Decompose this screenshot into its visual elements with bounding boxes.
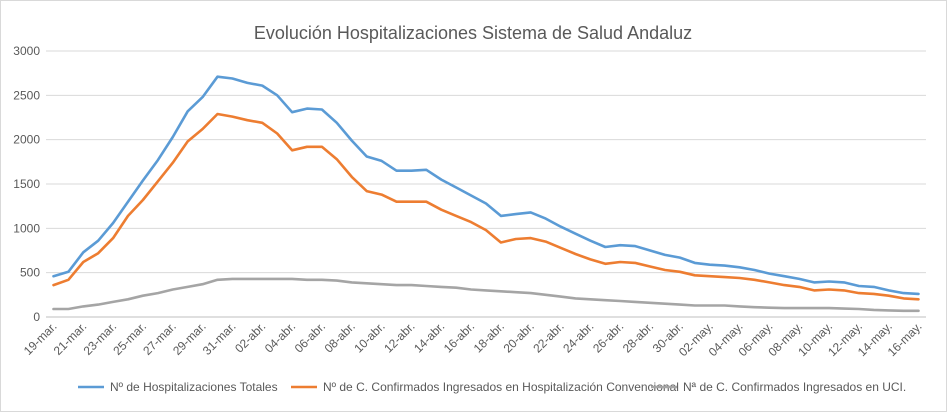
y-tick-label: 500 (20, 266, 40, 280)
legend-label-1: Nº de Hospitalizaciones Totales (110, 380, 278, 394)
series-line-1 (52, 75, 920, 296)
x-tick-label: 31-mar. (200, 319, 239, 358)
x-tick-label: 26-abr. (590, 319, 626, 355)
x-tick-label: 18-abr. (471, 319, 507, 355)
x-tick-label: 14-abr. (411, 319, 447, 355)
x-tick-label: 06-abr. (292, 319, 328, 355)
chart-title: Evolución Hospitalizaciones Sistema de S… (254, 23, 692, 43)
y-tick-label: 3000 (13, 44, 40, 58)
series-line-3 (52, 277, 920, 313)
x-tick-label: 08-abr. (322, 319, 358, 355)
x-tick-label: 02-abr. (232, 319, 268, 355)
series-line-2 (52, 112, 920, 301)
x-axis-ticks: 19-mar.21-mar.23-mar.25-mar.27-mar.29-ma… (21, 319, 925, 359)
x-tick-label: 16-abr. (441, 319, 477, 355)
x-tick-label: 22-abr. (530, 319, 566, 355)
legend: Nº de Hospitalizaciones Totales Nº de C. … (78, 380, 906, 394)
x-tick-label: 28-abr. (620, 319, 656, 355)
x-tick-label: 20-abr. (501, 319, 537, 355)
y-tick-label: 1000 (13, 221, 40, 235)
legend-label-3: Nª de C. Confirmados Ingresados en UCI. (683, 380, 906, 394)
gridlines (46, 50, 926, 318)
x-tick-label: 12-abr. (381, 319, 417, 355)
y-tick-label: 0 (33, 310, 40, 324)
x-tick-label: 10-abr. (351, 319, 387, 355)
x-tick-label: 24-abr. (560, 319, 596, 355)
y-axis-ticks: 0 500 1000 1500 2000 2500 3000 (13, 44, 40, 324)
y-tick-label: 2500 (13, 88, 40, 102)
y-tick-label: 1500 (13, 177, 40, 191)
legend-label-2: Nº de C. Confirmados Ingresados en Hospi… (323, 380, 679, 394)
y-tick-label: 2000 (13, 133, 40, 147)
series-lines (52, 75, 920, 313)
x-tick-label: 04-abr. (262, 319, 298, 355)
